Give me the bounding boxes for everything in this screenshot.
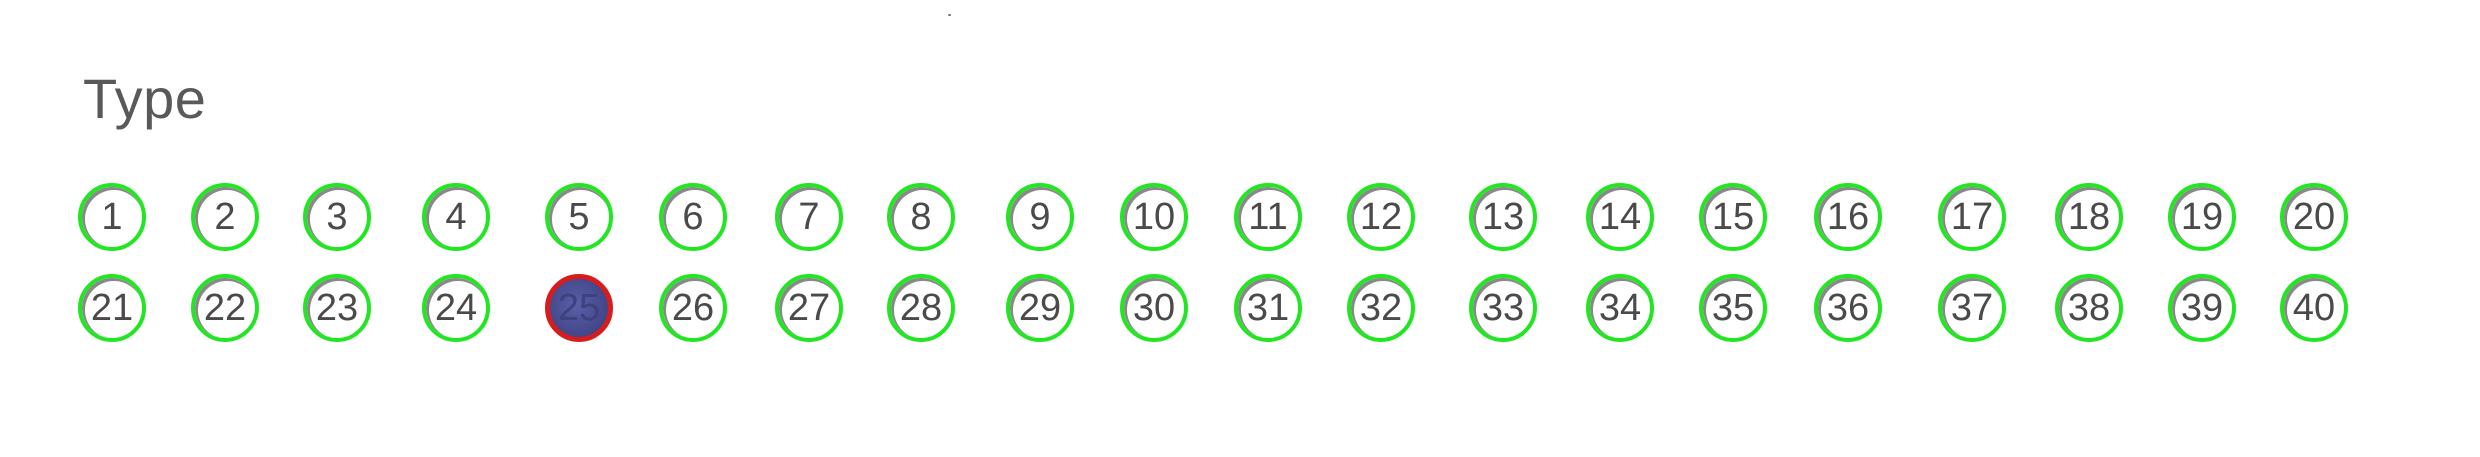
answer-bubble-3[interactable]: 3 — [303, 183, 371, 251]
bubble-number: 18 — [2067, 196, 2111, 238]
bubble-number: 22 — [203, 287, 247, 329]
answer-bubble-29[interactable]: 29 — [1006, 274, 1074, 342]
answer-bubble-18[interactable]: 18 — [2055, 183, 2123, 251]
bubble-number: 32 — [1359, 287, 1403, 329]
answer-bubble-26[interactable]: 26 — [659, 274, 727, 342]
bubble-number: 6 — [682, 196, 704, 238]
bubble-number: 24 — [434, 287, 478, 329]
answer-bubble-11[interactable]: 11 — [1234, 183, 1302, 251]
answer-bubble-15[interactable]: 15 — [1699, 183, 1767, 251]
bubble-number: 17 — [1950, 196, 1994, 238]
answer-bubble-7[interactable]: 7 — [775, 183, 843, 251]
answer-bubble-33[interactable]: 33 — [1469, 274, 1537, 342]
bubble-number: 8 — [910, 196, 932, 238]
bubble-number: 40 — [2292, 287, 2336, 329]
bubble-number: 20 — [2292, 196, 2336, 238]
bubble-number: 10 — [1132, 196, 1176, 238]
bubble-number: 19 — [2180, 196, 2224, 238]
bubble-number: 28 — [899, 287, 943, 329]
bubble-number: 39 — [2180, 287, 2224, 329]
answer-bubble-31[interactable]: 31 — [1234, 274, 1302, 342]
answer-bubble-35[interactable]: 35 — [1699, 274, 1767, 342]
bubble-number: 26 — [671, 287, 715, 329]
bubble-number: 13 — [1481, 196, 1525, 238]
bubble-number: 1 — [101, 196, 123, 238]
bubble-number: 9 — [1029, 196, 1051, 238]
answer-bubble-37[interactable]: 37 — [1938, 274, 2006, 342]
answer-bubble-5[interactable]: 5 — [545, 183, 613, 251]
answer-bubble-13[interactable]: 13 — [1469, 183, 1537, 251]
answer-bubble-28[interactable]: 28 — [887, 274, 955, 342]
bubble-number: 30 — [1132, 287, 1176, 329]
bubble-number: 3 — [326, 196, 348, 238]
bubble-number: 15 — [1711, 196, 1755, 238]
answer-bubble-4[interactable]: 4 — [422, 183, 490, 251]
answer-bubble-12[interactable]: 12 — [1347, 183, 1415, 251]
scan-speck — [948, 14, 951, 16]
bubble-number: 11 — [1248, 196, 1288, 238]
bubble-row-2: 21 22 23 24 25 26 27 28 29 30 31 32 33 34 35 36 37 38 39 40 — [0, 274, 2480, 354]
bubble-number: 5 — [568, 196, 590, 238]
bubble-number: 16 — [1826, 196, 1870, 238]
answer-bubble-10[interactable]: 10 — [1120, 183, 1188, 251]
bubble-number: 31 — [1246, 287, 1290, 329]
answer-bubble-27[interactable]: 27 — [775, 274, 843, 342]
answer-bubble-38[interactable]: 38 — [2055, 274, 2123, 342]
answer-bubble-2[interactable]: 2 — [191, 183, 259, 251]
bubble-number: 34 — [1598, 287, 1642, 329]
answer-bubble-17[interactable]: 17 — [1938, 183, 2006, 251]
answer-bubble-9[interactable]: 9 — [1006, 183, 1074, 251]
bubble-number: 4 — [445, 196, 467, 238]
answer-bubble-39[interactable]: 39 — [2168, 274, 2236, 342]
bubble-number: 12 — [1359, 196, 1403, 238]
bubble-number: 33 — [1481, 287, 1525, 329]
answer-bubble-32[interactable]: 32 — [1347, 274, 1415, 342]
answer-bubble-36[interactable]: 36 — [1814, 274, 1882, 342]
answer-bubble-14[interactable]: 14 — [1586, 183, 1654, 251]
answer-bubble-19[interactable]: 19 — [2168, 183, 2236, 251]
bubble-number: 37 — [1950, 287, 1994, 329]
bubble-number: 23 — [315, 287, 359, 329]
answer-bubble-16[interactable]: 16 — [1814, 183, 1882, 251]
answer-bubble-22[interactable]: 22 — [191, 274, 259, 342]
answer-bubble-6[interactable]: 6 — [659, 183, 727, 251]
answer-bubble-34[interactable]: 34 — [1586, 274, 1654, 342]
bubble-number: 25 — [557, 287, 601, 329]
answer-bubble-30[interactable]: 30 — [1120, 274, 1188, 342]
bubble-number: 14 — [1598, 196, 1642, 238]
bubble-number: 2 — [214, 196, 236, 238]
bubble-number: 27 — [787, 287, 831, 329]
answer-bubble-23[interactable]: 23 — [303, 274, 371, 342]
bubble-number: 38 — [2067, 287, 2111, 329]
bubble-number: 7 — [798, 196, 820, 238]
section-title: Type — [83, 67, 207, 130]
answer-bubble-24[interactable]: 24 — [422, 274, 490, 342]
answer-bubble-8[interactable]: 8 — [887, 183, 955, 251]
answer-bubble-20[interactable]: 20 — [2280, 183, 2348, 251]
bubble-number: 29 — [1018, 287, 1062, 329]
answer-bubble-1[interactable]: 1 — [78, 183, 146, 251]
bubble-number: 36 — [1826, 287, 1870, 329]
bubble-number: 21 — [90, 287, 134, 329]
answer-bubble-21[interactable]: 21 — [78, 274, 146, 342]
answer-bubble-40[interactable]: 40 — [2280, 274, 2348, 342]
bubble-number: 35 — [1711, 287, 1755, 329]
answer-bubble-25[interactable]: 25 — [545, 274, 613, 342]
bubble-row-1: 1 2 3 4 5 6 7 8 9 10 11 12 13 14 15 16 17 18 19 20 — [0, 183, 2480, 263]
